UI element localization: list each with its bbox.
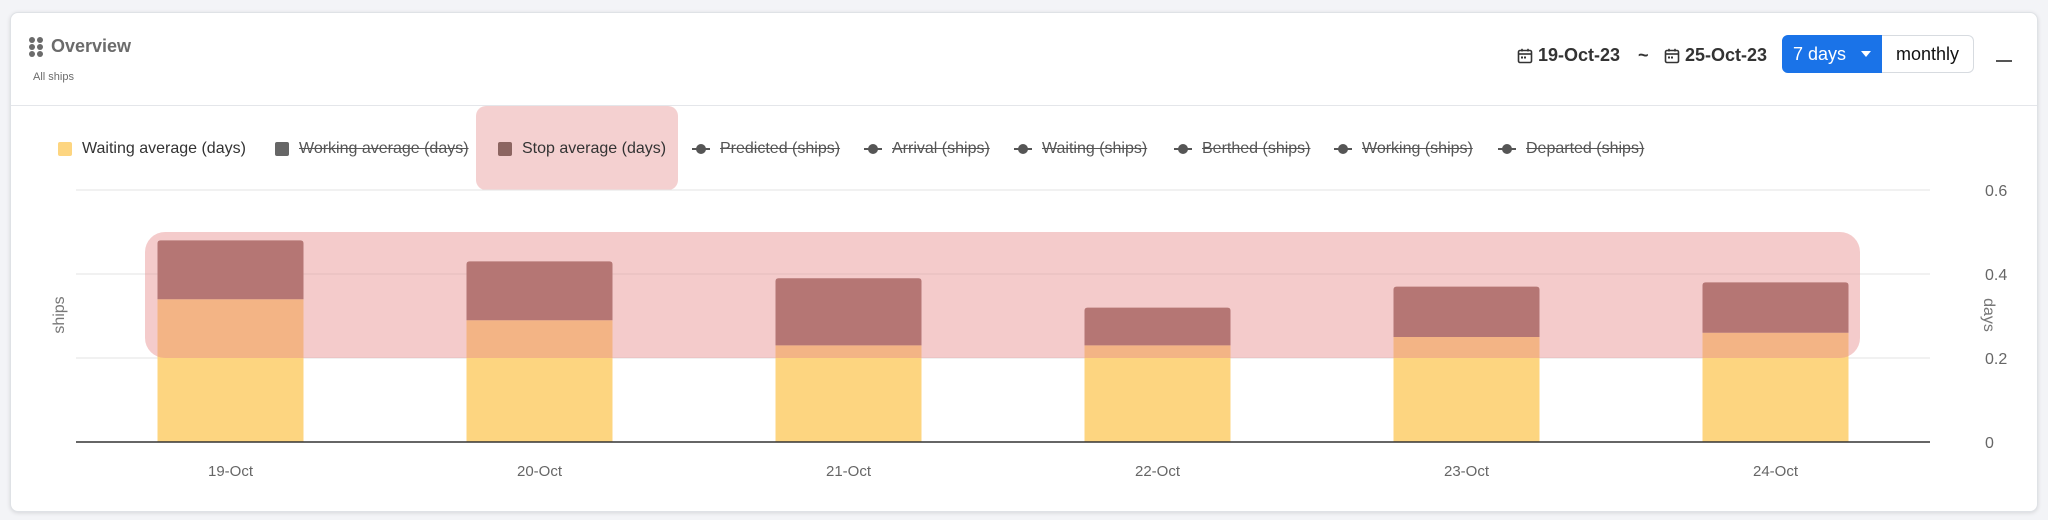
date-to-text: 25-Oct-23 (1685, 45, 1768, 65)
legend-item-predicted[interactable]: Predicted (ships) (692, 140, 840, 158)
chart-grid (76, 189, 1930, 359)
range-7-days-button[interactable]: 7 days (1782, 35, 1882, 73)
bar-segment-waiting[interactable] (1702, 332, 1849, 442)
legend-item-stop-average[interactable]: Stop average (days) (498, 140, 666, 158)
bar-segment-waiting[interactable] (157, 299, 304, 442)
bar-segment-waiting[interactable] (466, 320, 613, 442)
range-toggle: 7 days monthly (1782, 35, 1974, 75)
legend-line-marker (692, 143, 710, 155)
legend-item-departed[interactable]: Departed (ships) (1498, 140, 1644, 158)
legend-line-marker (1334, 143, 1352, 155)
chart-bars (157, 240, 1849, 442)
x-tick-label: 23-Oct (1444, 463, 1490, 480)
calendar-icon (1517, 48, 1533, 63)
legend-line-marker (1014, 143, 1032, 155)
legend-item-working[interactable]: Working (ships) (1334, 140, 1473, 158)
legend-item-waiting-average[interactable]: Waiting average (days) (58, 140, 246, 158)
y-tick-label: 0.6 (1985, 183, 2007, 200)
legend-swatch (498, 142, 512, 156)
chart-axes: 0 0.2 0.4 0.6 19-Oct 20-Oct 21-Oct 22-Oct 23-Oct… (51, 183, 2007, 480)
legend-label: Arrival (ships) (892, 140, 990, 157)
card-title: Overview (51, 36, 132, 56)
legend-line-marker (1174, 143, 1192, 155)
y-tick-label: 0.2 (1985, 351, 2007, 368)
range-monthly-button[interactable]: monthly (1882, 35, 1974, 73)
y-axis-right-title: days (1980, 298, 1997, 332)
x-tick-label: 21-Oct (826, 463, 872, 480)
legend-label: Predicted (ships) (720, 140, 841, 157)
drag-handle-icon[interactable] (29, 37, 43, 57)
legend-label: Working (ships) (1362, 140, 1473, 157)
minimize-icon[interactable] (1996, 60, 2012, 62)
bar-segment-stop[interactable] (775, 278, 922, 346)
x-tick-label: 20-Oct (517, 463, 563, 480)
card-subtitle: All ships (33, 71, 74, 83)
y-axis-left-title: ships (51, 296, 68, 333)
date-separator: ~ (1638, 45, 1649, 65)
bar-segment-stop[interactable] (1393, 286, 1540, 337)
calendar-icon (1664, 48, 1680, 63)
legend-label: Departed (ships) (1526, 140, 1645, 157)
legend-label: Waiting average (days) (82, 140, 246, 157)
overview-card: Overview All ships 19-Oct-23 ~ (10, 12, 2038, 512)
legend-swatch (58, 142, 72, 156)
x-tick-label: 24-Oct (1753, 463, 1799, 480)
bar-segment-waiting[interactable] (775, 345, 922, 442)
legend-label: Stop average (days) (522, 140, 667, 157)
date-to-picker[interactable]: 25-Oct-23 (1664, 45, 1767, 66)
bar-segment-stop[interactable] (1084, 307, 1231, 346)
bar-segment-stop[interactable] (1702, 282, 1849, 333)
legend-label: Waiting (ships) (1042, 140, 1148, 157)
card-header: Overview All ships 19-Oct-23 ~ (11, 13, 2037, 106)
legend-label: Working average (days) (299, 140, 469, 157)
range-7-days-label: 7 days (1793, 43, 1847, 64)
x-tick-label: 22-Oct (1135, 463, 1181, 480)
y-tick-label: 0.4 (1985, 267, 2007, 284)
legend-line-marker (864, 143, 882, 155)
x-tick-label: 19-Oct (208, 463, 254, 480)
date-from-text: 19-Oct-23 (1538, 45, 1621, 65)
bar-segment-stop[interactable] (466, 261, 613, 321)
legend-item-waiting[interactable]: Waiting (ships) (1014, 140, 1147, 158)
legend-label: Berthed (ships) (1202, 140, 1311, 157)
caret-down-icon[interactable] (1861, 51, 1871, 57)
legend-item-arrival[interactable]: Arrival (ships) (864, 140, 990, 158)
bars-highlight (145, 232, 1860, 358)
date-from-picker[interactable]: 19-Oct-23 (1517, 45, 1620, 66)
bar-segment-waiting[interactable] (1393, 337, 1540, 442)
legend-line-marker (1498, 143, 1516, 155)
bar-segment-waiting[interactable] (1084, 345, 1231, 442)
legend-item-berthed[interactable]: Berthed (ships) (1174, 140, 1311, 158)
bar-segment-stop[interactable] (157, 240, 304, 300)
legend-swatch (275, 142, 289, 156)
legend-item-working-average[interactable]: Working average (days) (275, 140, 469, 158)
y-tick-label: 0 (1985, 435, 1994, 452)
